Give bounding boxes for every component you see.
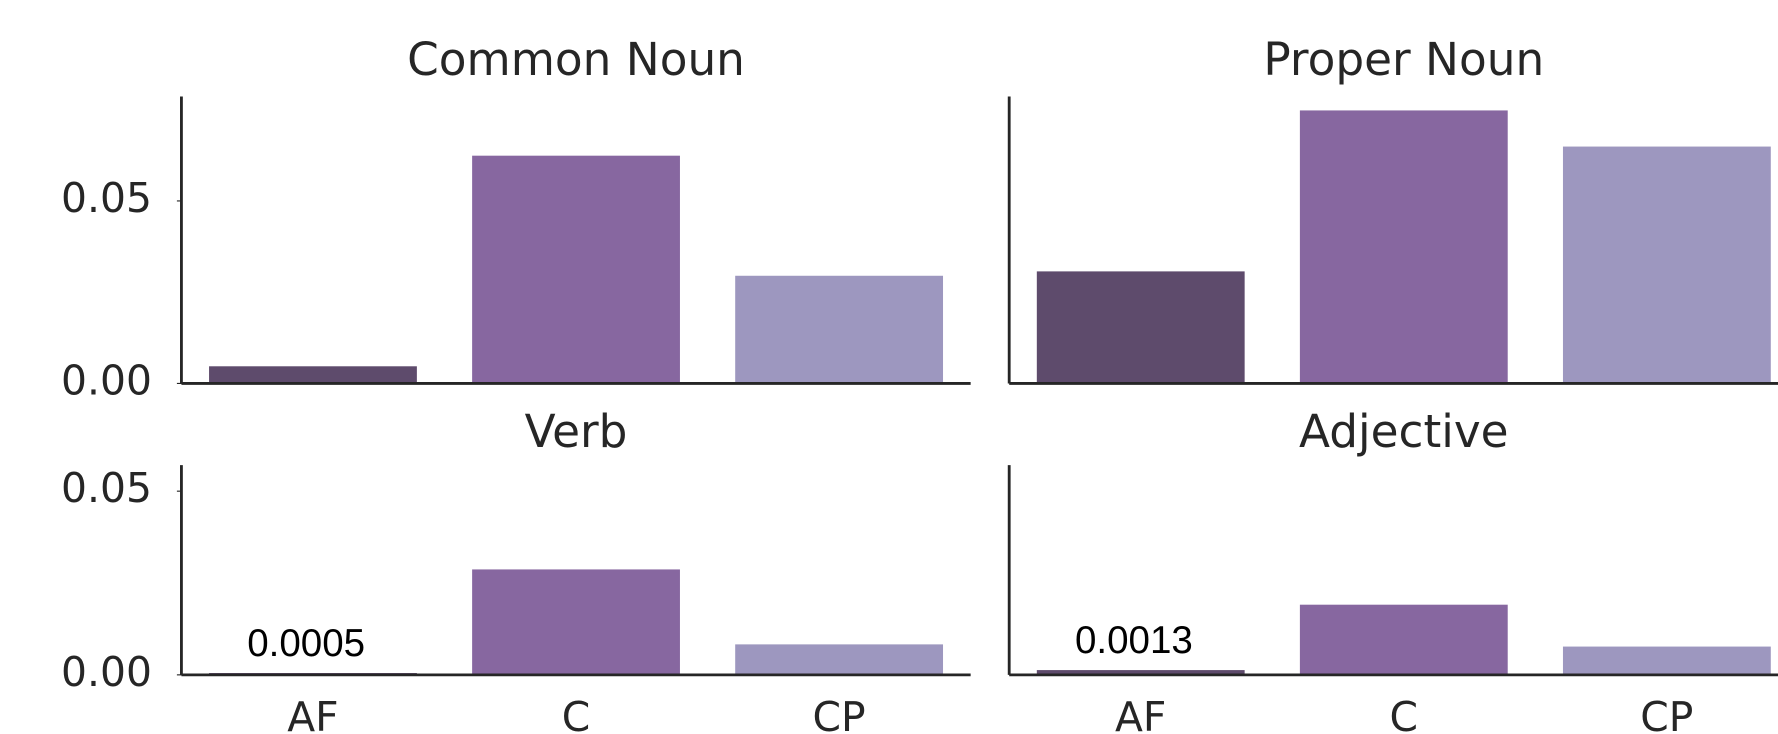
bar — [1562, 646, 1771, 675]
x-tick-label: C — [1390, 693, 1419, 734]
y-tick-label: 0.05 — [61, 174, 152, 222]
panel-title: Adjective — [1299, 405, 1509, 458]
bar — [735, 644, 944, 675]
data-label: 0.0013 — [1075, 619, 1193, 662]
y-tick-label: 0.00 — [61, 648, 152, 696]
x-tick-label: AF — [287, 693, 338, 734]
bar — [472, 569, 680, 675]
panel-title: Common Noun — [407, 33, 745, 86]
bar — [1036, 670, 1245, 675]
data-label: 0.0005 — [247, 622, 365, 665]
bar — [1299, 110, 1508, 384]
x-tick-label: CP — [1640, 693, 1693, 734]
bar — [1299, 604, 1508, 675]
bar — [1562, 146, 1771, 384]
x-tick-label: C — [562, 693, 591, 734]
bar — [735, 275, 944, 384]
bar — [1036, 271, 1245, 384]
y-tick-label: 0.05 — [61, 464, 152, 512]
x-tick-label: CP — [813, 693, 866, 734]
x-tick-label: AF — [1115, 693, 1166, 734]
panel-title: Verb — [525, 405, 628, 458]
y-tick-label: 0.00 — [61, 356, 152, 404]
panel-title: Proper Noun — [1263, 33, 1544, 86]
bar — [209, 366, 417, 384]
bar — [472, 155, 680, 384]
